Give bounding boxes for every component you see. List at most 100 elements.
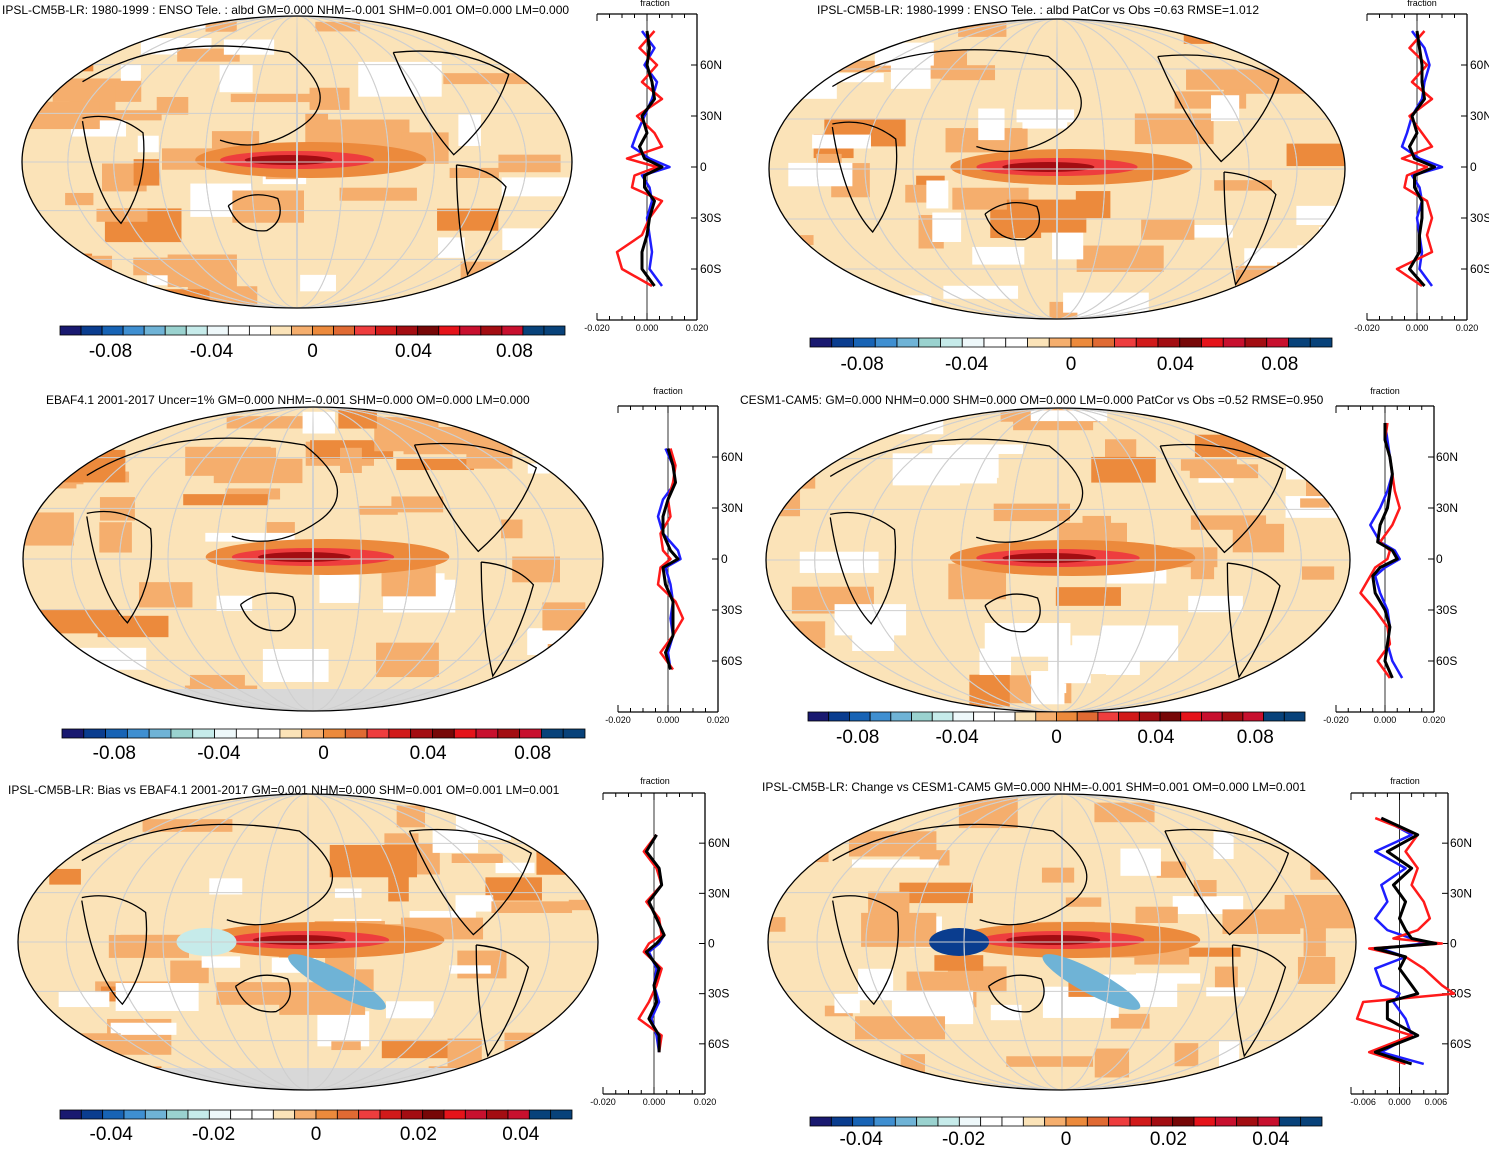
colorbar-box (931, 711, 954, 722)
zonal-lat-label: 30N (1436, 501, 1458, 515)
map-cell (385, 1001, 434, 1019)
colorbar-box (1157, 337, 1181, 348)
colorbar-box (1086, 1116, 1110, 1127)
zonal-x-tick-label: 0.000 (1388, 1097, 1411, 1107)
map-cell (812, 134, 871, 149)
map-cell (527, 463, 550, 474)
zonal-x-tick-label: -0.020 (1323, 715, 1349, 725)
zonal-x-tick-label: -0.006 (1350, 1097, 1376, 1107)
map-cell (226, 416, 304, 429)
colorbar-box (1044, 1116, 1067, 1127)
map-cell (934, 955, 984, 971)
colorbar-box (890, 711, 912, 722)
map-cell (1193, 880, 1217, 897)
colorbar-box (270, 325, 292, 336)
map-cell (305, 113, 329, 148)
map-cell (495, 862, 535, 874)
map-cell (449, 167, 499, 178)
map-cell (262, 175, 307, 185)
colorbar-tick-label: 0 (318, 743, 329, 764)
panel-ipsl-patcor: IPSL-CM5B-LR: 1980-1999 : ENSO Tele. : a… (745, 0, 1489, 380)
colorbar-box (315, 1109, 338, 1120)
map-cell (359, 505, 398, 515)
colorbar-box (952, 711, 975, 722)
colorbar-box (148, 728, 172, 739)
colorbar-box (1222, 337, 1246, 348)
colorbar-tick-label: 0.04 (1252, 1129, 1289, 1150)
zonal-mean-plot: -0.020 0.000 0.020 60N 30N 0 30S 60S fraction (1323, 386, 1458, 725)
coastline (81, 895, 148, 1006)
colorbar-box (1288, 337, 1311, 348)
map-field (766, 408, 1350, 712)
map-cell (39, 609, 120, 634)
graticule-line (960, 408, 1156, 712)
map-cell (1308, 83, 1345, 93)
map-cell (1298, 693, 1350, 708)
map-cell (899, 19, 921, 39)
map-cell (331, 1041, 361, 1051)
colorbar-tick-label: -0.04 (840, 1129, 884, 1150)
zonal-lat-label: 30N (1450, 886, 1472, 900)
map-cell (1211, 95, 1240, 122)
graticule-line (1061, 794, 1063, 1090)
colorbar-tick-label: 0.04 (395, 341, 432, 362)
map-cell (1224, 415, 1284, 426)
colorbar-box (80, 325, 103, 336)
zonal-series-black (661, 448, 680, 670)
colorbar-box (497, 728, 521, 739)
map-cell (568, 899, 595, 911)
colorbar-box (1135, 337, 1159, 348)
map-cell (493, 1059, 519, 1069)
map-cell (83, 1071, 145, 1082)
map-cell (45, 62, 94, 72)
colorbar-box (1138, 711, 1161, 722)
zonal-series-red (1395, 30, 1434, 288)
colorbar-box (911, 711, 933, 722)
zonal-lat-label: 30N (721, 501, 743, 515)
graticule-line (864, 19, 1250, 319)
coastline (832, 823, 1088, 926)
graticule-line (162, 794, 454, 1090)
zonal-series-black (644, 834, 666, 1053)
colorbar-box (185, 325, 208, 336)
colorbar-box (1266, 337, 1289, 348)
map-cell (1277, 262, 1305, 284)
map-cell (1190, 515, 1267, 530)
chart-svg: -0.04 -0.02 0 0.02 0.04-0.020 0.000 0.02060N30… (17, 776, 730, 1145)
zonal-lat-label: 60N (708, 836, 730, 850)
colorbar-box (849, 711, 871, 722)
map-cell (309, 87, 350, 110)
map-cell (768, 917, 786, 932)
graticule-line (914, 794, 1210, 1090)
map-cell (926, 180, 949, 209)
map-cell (391, 496, 444, 513)
graticule-line (862, 408, 1254, 712)
colorbar: -0.08 -0.04 0 0.04 0.08 (807, 711, 1306, 748)
colorbar-box (206, 325, 229, 336)
map-cell (216, 982, 283, 1005)
colorbar-box (958, 1116, 982, 1127)
map-cell (1184, 947, 1241, 957)
colorbar-box (144, 1109, 168, 1120)
map-cell (501, 519, 523, 539)
colorbar-tick-label: -0.08 (93, 743, 136, 764)
zonal-title: fraction (1407, 0, 1437, 8)
colorbar-box (480, 325, 503, 336)
colorbar-box (192, 728, 215, 739)
map-cell (449, 965, 491, 974)
colorbar-box (312, 325, 334, 336)
colorbar-box (973, 711, 995, 722)
colorbar-tick-label: -0.08 (89, 341, 132, 362)
graticule-line (912, 19, 1202, 319)
colorbar-box (257, 728, 281, 739)
coastline (831, 121, 898, 234)
graticule-line (1008, 408, 1108, 712)
colorbar-box (916, 1116, 939, 1127)
colorbar-tick-label: -0.08 (836, 727, 879, 748)
map-cell (300, 274, 336, 292)
map-cell (1320, 682, 1347, 707)
coastline (475, 944, 530, 1058)
map-cell (133, 159, 160, 186)
graticule-line (215, 407, 411, 711)
zonal-title: fraction (640, 776, 670, 786)
